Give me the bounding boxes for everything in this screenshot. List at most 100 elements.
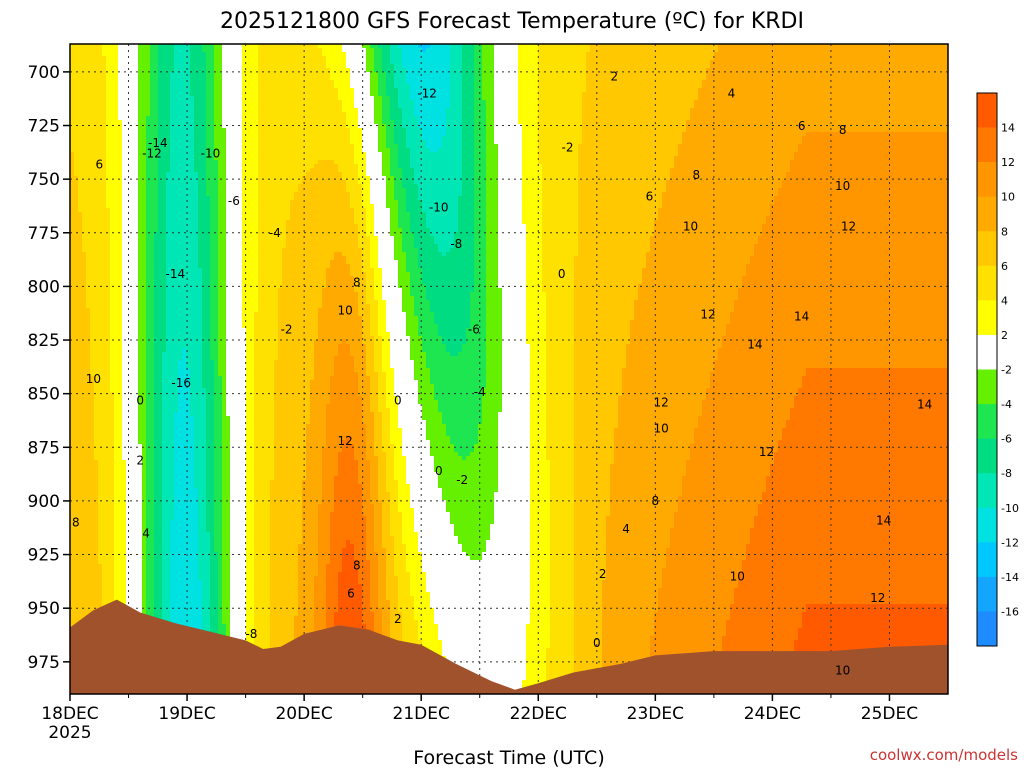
temperature-cell-1032 (678, 60, 683, 65)
temperature-cell-981 (474, 60, 479, 65)
temperature-cell-599 (706, 52, 711, 57)
temperature-cell-1190 (430, 64, 435, 69)
temperature-cell-811 (674, 56, 679, 61)
temperature-cell-965 (410, 60, 415, 65)
temperature-cell-312 (438, 48, 443, 53)
temperature-cell-723 (322, 56, 327, 61)
temperature-cell-1015 (610, 60, 615, 65)
temperature-cell-767 (498, 56, 503, 61)
temperature-cell-796 (614, 56, 619, 61)
temperature-cell-1001 (554, 60, 559, 65)
temperature-cell-227 (98, 48, 103, 53)
temperature-cell-827 (738, 56, 743, 61)
temperature-cell-492 (278, 52, 283, 57)
temperature-cell-893 (122, 60, 127, 65)
temperature-cell-1230 (590, 64, 595, 69)
temperature-cell-642 (878, 52, 883, 57)
temperature-cell-968 (422, 60, 427, 65)
temperature-cell-222 (78, 48, 83, 53)
temperature-cell-764 (486, 56, 491, 61)
temperature-cell-1017 (618, 60, 623, 65)
temperature-cell-954 (366, 60, 371, 65)
temperature-cell-273 (282, 48, 287, 53)
temperature-cell-298 (382, 48, 387, 53)
temperature-cell-790 (590, 56, 595, 61)
temperature-cell-942 (318, 60, 323, 65)
temperature-cell-592 (678, 52, 683, 57)
temperature-cell-887 (98, 60, 103, 65)
temperature-cell-551 (514, 52, 519, 57)
temperature-cell-1143 (242, 64, 247, 69)
temperature-cell-871 (914, 56, 919, 61)
temperature-cell-731 (354, 56, 359, 61)
temperature-cell-933 (282, 60, 287, 65)
temperature-cell-579 (626, 52, 631, 57)
temperature-cell-679 (146, 56, 151, 61)
temperature-cell-1197 (458, 64, 463, 69)
temperature-cell-847 (818, 56, 823, 61)
temperature-cell-924 (246, 60, 251, 65)
temperature-cell-768 (502, 56, 507, 61)
temperature-cell-1137 (218, 64, 223, 69)
temperature-cell-221 (74, 48, 79, 53)
temperature-cell-1118 (142, 64, 147, 69)
temperature-cell-890 (110, 60, 115, 65)
temperature-cell-724 (326, 56, 331, 61)
temperature-cell-258 (222, 48, 227, 53)
temperature-cell-645 (890, 52, 895, 57)
temperature-cell-793 (602, 56, 607, 61)
temperature-cell-1079 (866, 60, 871, 65)
temperature-cell-967 (418, 60, 423, 65)
temperature-cell-721 (314, 56, 319, 61)
temperature-cell-226 (94, 48, 99, 53)
temperature-cell-359 (626, 48, 631, 53)
temperature-cell-1030 (670, 60, 675, 65)
temperature-cell-1068 (822, 60, 827, 65)
temperature-cell-846 (814, 56, 819, 61)
temperature-cell-565 (570, 52, 575, 57)
temperature-cell-523 (402, 52, 407, 57)
temperature-cell-865 (890, 56, 895, 61)
temperature-cell-309 (426, 48, 431, 53)
temperature-cell-739 (386, 56, 391, 61)
temperature-cell-798 (622, 56, 627, 61)
temperature-cell-1120 (150, 64, 155, 69)
temperature-cell-786 (574, 56, 579, 61)
temperature-cell-852 (838, 56, 843, 61)
temperature-cell-537 (458, 52, 463, 57)
temperature-cell-1075 (850, 60, 855, 65)
temperature-cell-853 (842, 56, 847, 61)
temperature-cell-515 (370, 52, 375, 57)
temperature-cell-685 (170, 56, 175, 61)
temperature-cell-228 (102, 48, 107, 53)
temperature-cell-353 (602, 48, 607, 53)
temperature-cell-1253 (682, 64, 687, 69)
temperature-cell-262 (238, 48, 243, 53)
temperature-cell-1228 (582, 64, 587, 69)
temperature-cell-930 (270, 60, 275, 65)
temperature-cell-989 (506, 60, 511, 65)
temperature-cell-1110 (110, 64, 115, 69)
temperature-cell-1245 (650, 64, 655, 69)
temperature-cell-1229 (586, 64, 591, 69)
temperature-cell-831 (754, 56, 759, 61)
temperature-cell-405 (810, 48, 815, 53)
temperature-cell-281 (314, 48, 319, 53)
temperature-cell-1067 (818, 60, 823, 65)
temperature-cell-438 (942, 48, 947, 53)
temperature-cell-1046 (734, 60, 739, 65)
temperature-cell-1161 (314, 64, 319, 69)
temperature-cell-1251 (674, 64, 679, 69)
temperature-cell-391 (754, 48, 759, 53)
temperature-cell-959 (386, 60, 391, 65)
temperature-cell-1255 (690, 64, 695, 69)
temperature-cell-849 (826, 56, 831, 61)
temperature-cell-761 (474, 56, 479, 61)
temperature-cell-288 (342, 48, 347, 53)
temperature-cell-381 (714, 48, 719, 53)
temperature-cell-750 (430, 56, 435, 61)
temperature-cell-714 (286, 56, 291, 61)
temperature-cell-699 (226, 56, 231, 61)
temperature-cell-1035 (690, 60, 695, 65)
temperature-cell-310 (430, 48, 435, 53)
